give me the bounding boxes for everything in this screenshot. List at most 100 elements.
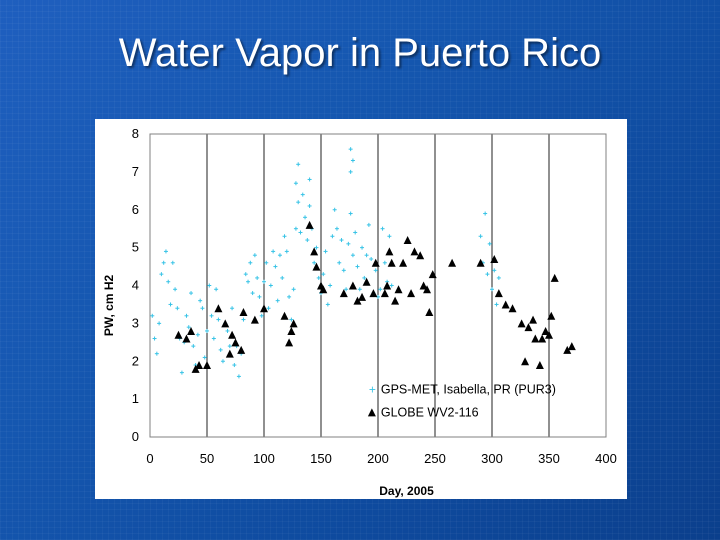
gps-point <box>202 355 207 360</box>
gps-point <box>191 344 196 349</box>
globe-point <box>501 300 510 309</box>
gps-point <box>323 249 328 254</box>
chart-panel: 0 50 100 150 200 250 300 350 400 0 1 2 3 4 5 6 7 8 PW, cm… <box>95 119 627 499</box>
gps-point <box>337 260 342 265</box>
gps-point <box>350 158 355 163</box>
gps-point <box>373 268 378 273</box>
gps-point <box>305 238 310 243</box>
gps-point <box>353 230 358 235</box>
gps-point <box>277 253 282 258</box>
gps-point <box>230 306 235 311</box>
gps-point <box>257 294 262 299</box>
globe-point <box>517 319 526 328</box>
globe-point <box>547 311 556 320</box>
gps-point <box>339 238 344 243</box>
globe-point <box>428 270 437 279</box>
gps-point <box>325 302 330 307</box>
gps-point <box>348 147 353 152</box>
gps-point <box>296 200 301 205</box>
x-tick-label: 400 <box>595 451 617 466</box>
x-tick-label: 200 <box>367 451 389 466</box>
gps-series <box>150 147 501 379</box>
globe-point <box>545 330 553 339</box>
globe-point <box>385 247 394 256</box>
globe-point <box>563 345 572 354</box>
globe-point <box>231 338 240 347</box>
globe-point <box>312 262 321 271</box>
gps-point <box>195 332 200 337</box>
gps-point <box>293 226 298 231</box>
gps-point <box>483 211 488 216</box>
gps-point <box>198 298 203 303</box>
globe-point <box>228 330 237 339</box>
gps-point <box>303 215 308 220</box>
gps-point <box>173 287 178 292</box>
gps-point <box>189 291 194 296</box>
globe-point <box>348 281 357 290</box>
x-tick-label: 150 <box>310 451 332 466</box>
globe-point <box>305 220 314 229</box>
gps-point <box>241 317 246 322</box>
globe-point <box>490 254 499 263</box>
gps-point <box>168 302 173 307</box>
y-tick-label: 1 <box>132 391 139 406</box>
legend: + GPS-MET, Isabella, PR (PUR3) GLOBE WV2… <box>367 383 556 419</box>
slide-title: Water Vapor in Puerto Rico <box>118 31 602 75</box>
gps-point <box>209 313 214 318</box>
globe-point <box>353 296 362 305</box>
gps-point <box>355 264 360 269</box>
gps-point <box>366 222 371 227</box>
scatter-chart: 0 50 100 150 200 250 300 350 400 0 1 2 3 4 5 6 7 8 PW, cm… <box>102 126 617 498</box>
globe-point <box>214 304 223 313</box>
globe-point <box>203 361 211 370</box>
gps-point <box>248 260 253 265</box>
gps-point <box>496 275 501 280</box>
globe-point <box>250 315 259 324</box>
gps-point <box>312 260 317 265</box>
gps-point <box>348 211 353 216</box>
gps-point <box>152 336 157 341</box>
legend-gps-label: GPS-MET, Isabella, PR (PUR3) <box>381 383 556 397</box>
legend-globe-label: GLOBE WV2-116 <box>381 405 479 419</box>
axes: 0 50 100 150 200 250 300 350 400 0 1 2 3 4 5 6 7 8 <box>132 126 617 466</box>
gps-point <box>246 279 251 284</box>
gps-point <box>154 351 159 356</box>
globe-point <box>394 285 403 294</box>
gps-point <box>243 272 248 277</box>
gps-point <box>382 260 387 265</box>
gps-point <box>218 347 223 352</box>
y-tick-label: 8 <box>132 126 139 141</box>
y-tick-label: 5 <box>132 240 139 255</box>
globe-point <box>494 289 503 298</box>
gps-point <box>360 245 365 250</box>
globe-point <box>423 285 432 294</box>
globe-point <box>237 345 246 354</box>
gps-point <box>364 253 369 258</box>
gps-point <box>330 234 335 239</box>
gps-point <box>220 359 225 364</box>
gps-point <box>369 256 374 261</box>
gps-point <box>159 272 164 277</box>
gps-point <box>264 260 269 265</box>
x-tick-label: 100 <box>253 451 275 466</box>
globe-point <box>182 334 191 343</box>
gps-point <box>216 317 221 322</box>
gps-point <box>268 283 273 288</box>
gps-point <box>307 203 312 208</box>
plot-area <box>149 133 607 438</box>
gps-point <box>262 279 266 284</box>
gps-point <box>316 275 321 280</box>
globe-point <box>239 308 248 317</box>
x-tick-label: 300 <box>481 451 503 466</box>
gps-point <box>225 328 230 333</box>
y-tick-label: 4 <box>132 278 139 293</box>
globe-point <box>524 323 533 332</box>
gps-point <box>341 268 346 273</box>
gps-point <box>175 306 180 311</box>
gps-point <box>259 313 264 318</box>
legend-globe-marker <box>367 408 376 417</box>
gps-point <box>293 181 298 186</box>
globe-point <box>287 326 296 335</box>
gps-point <box>307 177 312 182</box>
gps-point <box>250 291 255 296</box>
